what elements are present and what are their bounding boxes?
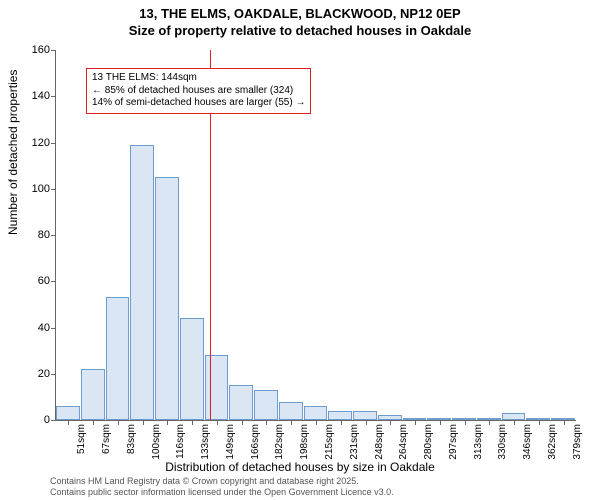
y-tick-mark (51, 235, 56, 236)
histogram-bar (328, 411, 352, 420)
x-tick-label: 264sqm (392, 420, 409, 460)
x-tick-mark (366, 420, 367, 425)
x-tick-label: 182sqm (268, 420, 285, 460)
footer-line-2: Contains public sector information licen… (50, 487, 394, 498)
x-tick-mark (564, 420, 565, 425)
annotation-line: ← 85% of detached houses are smaller (32… (92, 85, 305, 98)
x-tick-label: 280sqm (417, 420, 434, 460)
x-tick-label: 346sqm (516, 420, 533, 460)
x-tick-label: 231sqm (343, 420, 360, 460)
histogram-bar (81, 369, 105, 420)
y-tick-mark (51, 50, 56, 51)
histogram-bar (106, 297, 130, 420)
footer-line-1: Contains HM Land Registry data © Crown c… (50, 476, 394, 487)
x-tick-mark (143, 420, 144, 425)
x-tick-mark (118, 420, 119, 425)
x-tick-label: 198sqm (293, 420, 310, 460)
x-tick-mark (539, 420, 540, 425)
x-tick-label: 83sqm (120, 420, 137, 454)
chart-title-block: 13, THE ELMS, OAKDALE, BLACKWOOD, NP12 0… (0, 0, 600, 40)
chart-container: 13, THE ELMS, OAKDALE, BLACKWOOD, NP12 0… (0, 0, 600, 500)
x-tick-label: 51sqm (70, 420, 87, 454)
x-tick-label: 215sqm (318, 420, 335, 460)
x-tick-label: 297sqm (442, 420, 459, 460)
x-tick-label: 166sqm (244, 420, 261, 460)
x-tick-mark (316, 420, 317, 425)
y-tick-mark (51, 96, 56, 97)
histogram-bar (353, 411, 377, 420)
histogram-bar (279, 402, 303, 421)
x-tick-label: 100sqm (145, 420, 162, 460)
histogram-bar (205, 355, 229, 420)
y-tick-mark (51, 143, 56, 144)
plot-area: 02040608010012014016051sqm67sqm83sqm100s… (55, 50, 576, 421)
title-line-2: Size of property relative to detached ho… (0, 23, 600, 40)
x-tick-label: 248sqm (368, 420, 385, 460)
x-tick-mark (217, 420, 218, 425)
x-tick-mark (341, 420, 342, 425)
x-tick-label: 149sqm (219, 420, 236, 460)
annotation-line: 13 THE ELMS: 144sqm (92, 72, 305, 85)
histogram-bar (254, 390, 278, 420)
title-line-1: 13, THE ELMS, OAKDALE, BLACKWOOD, NP12 0… (0, 6, 600, 23)
annotation-box: 13 THE ELMS: 144sqm← 85% of detached hou… (86, 68, 311, 114)
x-tick-mark (415, 420, 416, 425)
y-tick-mark (51, 189, 56, 190)
x-tick-mark (242, 420, 243, 425)
histogram-bar (155, 177, 179, 420)
x-tick-label: 133sqm (194, 420, 211, 460)
x-tick-mark (514, 420, 515, 425)
histogram-bar (229, 385, 253, 420)
y-tick-mark (51, 328, 56, 329)
histogram-bar (130, 145, 154, 420)
x-axis-title: Distribution of detached houses by size … (0, 460, 600, 474)
footer-attribution: Contains HM Land Registry data © Crown c… (50, 476, 394, 498)
x-tick-mark (440, 420, 441, 425)
x-tick-label: 362sqm (541, 420, 558, 460)
y-axis-title: Number of detached properties (6, 70, 20, 235)
y-tick-mark (51, 281, 56, 282)
x-tick-label: 116sqm (169, 420, 186, 459)
x-tick-mark (93, 420, 94, 425)
x-tick-mark (465, 420, 466, 425)
y-tick-mark (51, 420, 56, 421)
y-tick-mark (51, 374, 56, 375)
x-tick-label: 67sqm (95, 420, 112, 454)
annotation-line: 14% of semi-detached houses are larger (… (92, 97, 305, 110)
histogram-bar (56, 406, 80, 420)
x-tick-label: 313sqm (467, 420, 484, 460)
histogram-bar (502, 413, 526, 420)
x-tick-label: 379sqm (566, 420, 583, 460)
histogram-bar (180, 318, 204, 420)
x-tick-label: 330sqm (491, 420, 508, 460)
histogram-bar (304, 406, 328, 420)
